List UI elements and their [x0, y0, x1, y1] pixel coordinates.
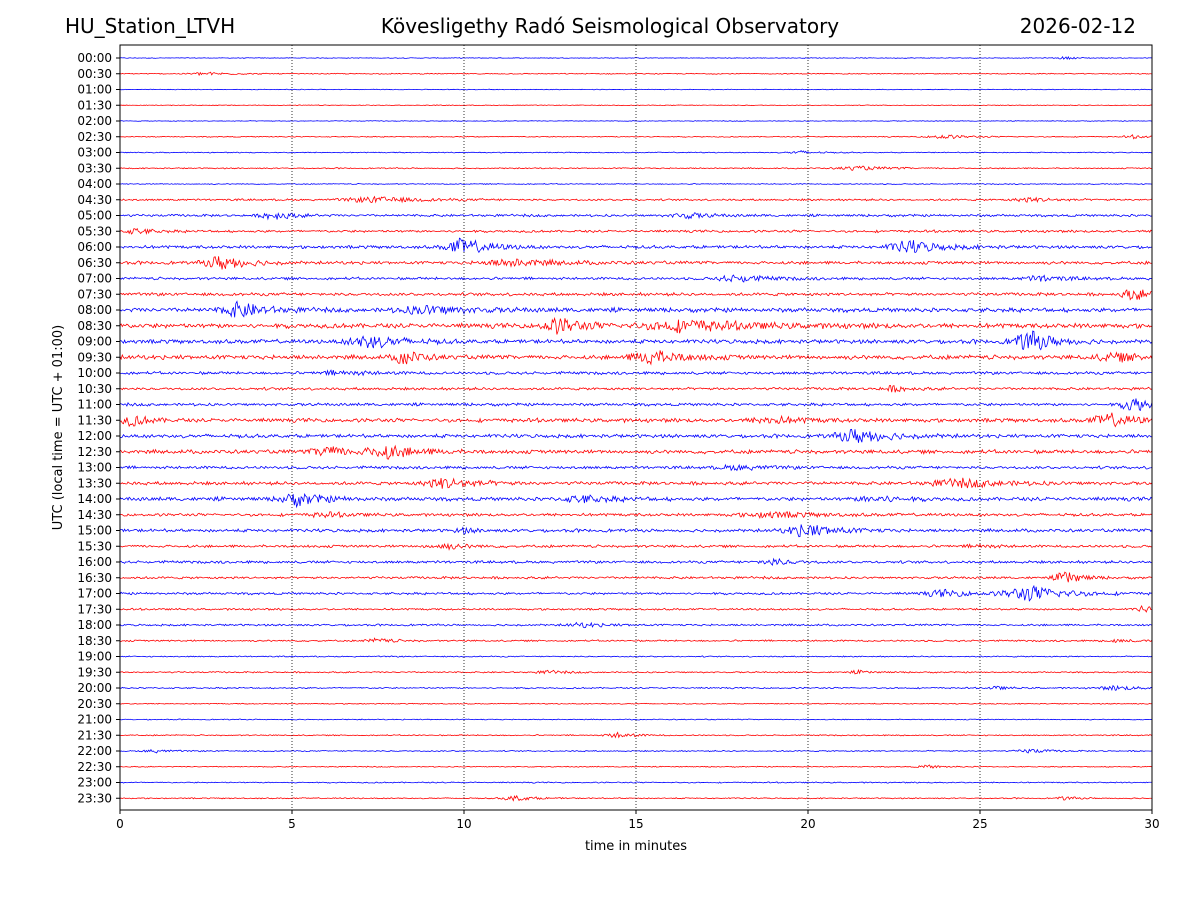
y-tick-label: 07:30	[77, 287, 112, 301]
trace-0430	[119, 195, 1153, 204]
x-tick-label: 25	[972, 817, 987, 831]
y-tick-label: 19:30	[77, 665, 112, 679]
y-tick-label: 08:30	[77, 319, 112, 333]
y-tick-label: 04:30	[77, 193, 112, 207]
y-tick-label: 21:30	[77, 728, 112, 742]
y-tick-label: 09:30	[77, 350, 112, 364]
y-tick-label: 22:30	[77, 760, 112, 774]
trace-1830	[119, 637, 1153, 643]
y-tick-label: 10:00	[77, 366, 112, 380]
y-tick-label: 13:00	[77, 461, 112, 475]
trace-0830	[119, 316, 1153, 335]
trace-2130	[119, 731, 1153, 739]
x-tick-label: 15	[628, 817, 643, 831]
y-tick-label: 17:00	[77, 587, 112, 601]
trace-0300	[119, 150, 1153, 154]
y-tick-label: 23:00	[77, 776, 112, 790]
station-label: HU_Station_LTVH	[65, 14, 236, 38]
y-tick-label: 06:30	[77, 256, 112, 270]
trace-2230	[119, 764, 1153, 769]
y-tick-label: 07:00	[77, 272, 112, 286]
trace-2030	[119, 702, 1153, 705]
y-tick-label: 19:00	[77, 650, 112, 664]
y-tick-label: 06:00	[77, 240, 112, 254]
y-tick-label: 21:00	[77, 713, 112, 727]
y-tick-label: 15:00	[77, 524, 112, 538]
trace-0100	[119, 88, 1153, 91]
x-tick-label: 0	[116, 817, 124, 831]
y-tick-label: 20:30	[77, 697, 112, 711]
y-tick-label: 18:30	[77, 634, 112, 648]
y-tick-label: 11:30	[77, 413, 112, 427]
trace-1030	[119, 385, 1153, 393]
y-tick-label: 11:00	[77, 398, 112, 412]
trace-1130	[119, 412, 1153, 428]
x-tick-label: 30	[1144, 817, 1159, 831]
y-tick-label: 16:30	[77, 571, 112, 585]
y-tick-label: 18:00	[77, 618, 112, 632]
trace-1900	[119, 655, 1153, 658]
y-tick-label: 14:30	[77, 508, 112, 522]
y-tick-label: 22:00	[77, 744, 112, 758]
y-tick-label: 09:00	[77, 335, 112, 349]
chart-title: Kövesligethy Radó Seismological Observat…	[380, 14, 840, 38]
y-tick-label: 02:30	[77, 130, 112, 144]
trace-1330	[119, 477, 1153, 489]
y-tick-label: 01:00	[77, 83, 112, 97]
y-tick-label: 05:30	[77, 224, 112, 238]
y-tick-label: 23:30	[77, 791, 112, 805]
trace-1230	[119, 444, 1153, 460]
y-tick-label: 08:00	[77, 303, 112, 317]
trace-1300	[119, 463, 1153, 472]
x-tick-label: 20	[800, 817, 815, 831]
x-tick-group: 0 5 10 15 20 25 30	[116, 810, 1160, 831]
y-tick-label: 03:00	[77, 146, 112, 160]
x-tick-label: 10	[456, 817, 471, 831]
trace-0930	[119, 350, 1153, 366]
y-tick-label: 14:00	[77, 492, 112, 506]
y-tick-label: 12:30	[77, 445, 112, 459]
y-tick-label: 15:30	[77, 539, 112, 553]
trace-2100	[119, 718, 1153, 721]
grid-group	[291, 45, 981, 810]
y-tick-label: 04:00	[77, 177, 112, 191]
y-tick-label: 00:30	[77, 67, 112, 81]
y-tick-label: 03:30	[77, 161, 112, 175]
y-tick-label: 00:00	[77, 51, 112, 65]
y-tick-label: 16:00	[77, 555, 112, 569]
y-tick-label: 10:30	[77, 382, 112, 396]
y-tick-label: 12:00	[77, 429, 112, 443]
y-axis-label: UTC (local time = UTC + 01:00)	[51, 325, 66, 530]
y-tick-label: 20:00	[77, 681, 112, 695]
x-axis-label: time in minutes	[585, 839, 687, 854]
y-tick-label: 01:30	[77, 98, 112, 112]
trace-1800	[119, 621, 1153, 629]
y-tick-label: 13:30	[77, 476, 112, 490]
y-tick-label: 05:00	[77, 209, 112, 223]
trace-2300	[119, 781, 1153, 784]
trace-0030	[119, 71, 1153, 77]
trace-0230	[119, 134, 1153, 140]
trace-1200	[119, 428, 1153, 443]
y-tick-label: 17:30	[77, 602, 112, 616]
date-label: 2026-02-12	[1019, 14, 1136, 38]
y-tick-label: 02:00	[77, 114, 112, 128]
x-tick-label: 5	[288, 817, 296, 831]
